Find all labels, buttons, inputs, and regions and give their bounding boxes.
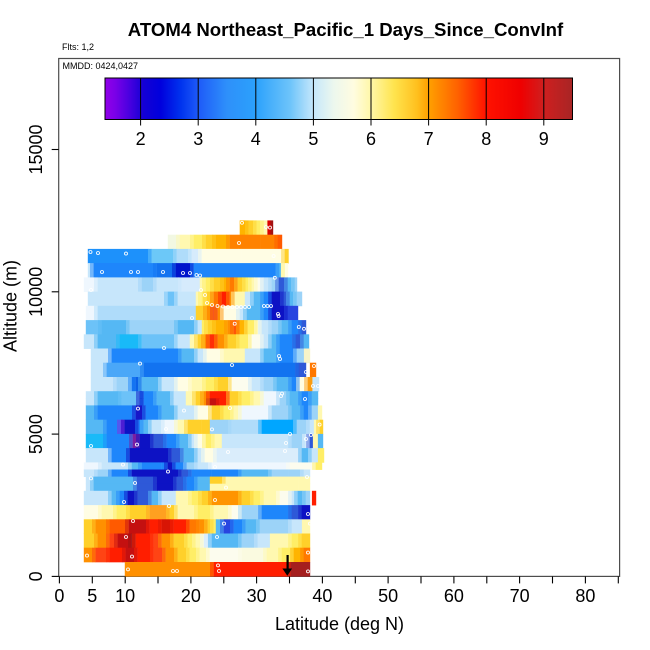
svg-text:ATOM4 Northeast_Pacific_1 Days: ATOM4 Northeast_Pacific_1 Days_Since_Con…	[128, 19, 564, 40]
svg-text:4: 4	[251, 129, 261, 149]
svg-text:20: 20	[181, 586, 201, 606]
svg-text:10000: 10000	[26, 267, 46, 317]
svg-text:8: 8	[481, 129, 491, 149]
svg-text:Flts: 1,2: Flts: 1,2	[62, 42, 94, 52]
svg-text:5000: 5000	[26, 414, 46, 454]
svg-text:50: 50	[378, 586, 398, 606]
svg-text:80: 80	[575, 586, 595, 606]
svg-text:0: 0	[26, 571, 46, 581]
svg-text:5: 5	[308, 129, 318, 149]
svg-text:15000: 15000	[26, 124, 46, 174]
svg-text:5: 5	[87, 586, 97, 606]
svg-text:40: 40	[312, 586, 332, 606]
svg-text:60: 60	[444, 586, 464, 606]
svg-text:MMDD: 0424,0427: MMDD: 0424,0427	[63, 61, 139, 71]
svg-text:7: 7	[424, 129, 434, 149]
svg-text:30: 30	[247, 586, 267, 606]
svg-text:Altitude (m): Altitude (m)	[1, 260, 21, 352]
svg-text:3: 3	[193, 129, 203, 149]
svg-text:10: 10	[115, 586, 135, 606]
svg-text:70: 70	[510, 586, 530, 606]
svg-text:6: 6	[366, 129, 376, 149]
svg-text:Latitude (deg N): Latitude (deg N)	[275, 614, 404, 634]
svg-text:9: 9	[539, 129, 549, 149]
svg-text:0: 0	[54, 586, 64, 606]
svg-text:2: 2	[136, 129, 146, 149]
